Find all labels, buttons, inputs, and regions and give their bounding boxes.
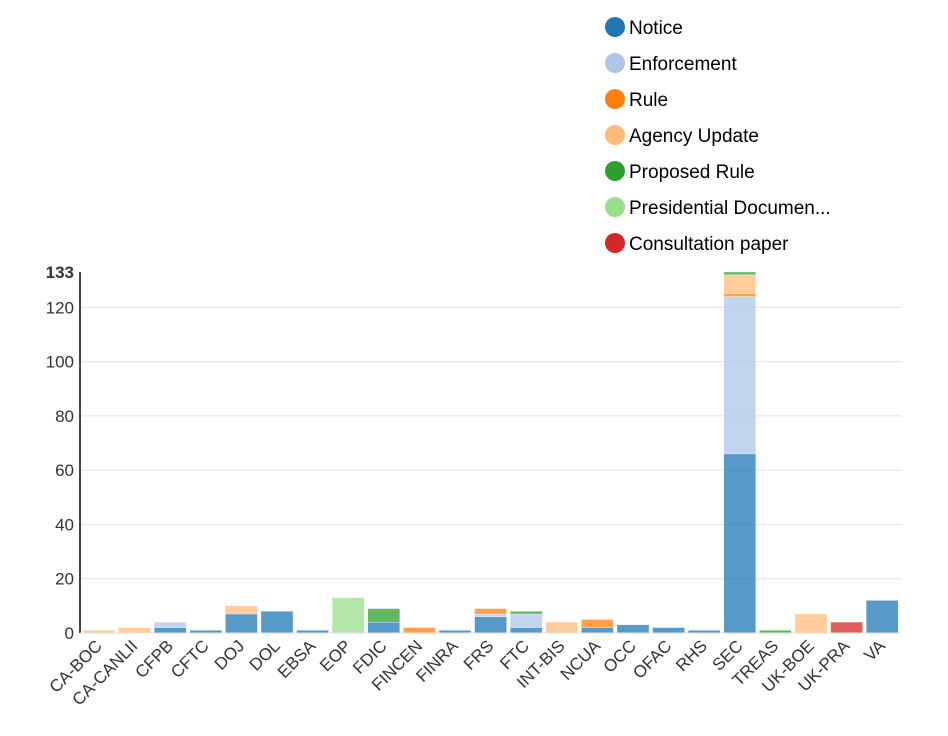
x-tick-label: EBSA <box>274 636 320 682</box>
bar-segment-ca-canlii-agency-update[interactable] <box>118 627 151 634</box>
bar-segment-va-notice[interactable] <box>865 600 899 634</box>
legend-label: Enforcement <box>629 54 737 75</box>
bar-segment-sec-enforcement[interactable] <box>723 296 757 455</box>
legend-swatch-icon <box>605 17 625 37</box>
y-tick-label: 40 <box>55 515 74 534</box>
x-tick-label: VA <box>860 636 889 665</box>
bar-segment-doj-notice[interactable] <box>225 613 258 634</box>
bar-segment-frs-notice[interactable] <box>474 616 507 634</box>
x-tick-label: RHS <box>672 636 711 675</box>
y-tick-label: 80 <box>55 407 74 426</box>
y-tick-label: 20 <box>55 570 74 589</box>
bar-segment-ftc-proposed-rule[interactable] <box>509 611 543 615</box>
x-tick-label: DOJ <box>211 636 248 673</box>
y-tick-label: 0 <box>65 624 74 643</box>
x-tick-label: FRS <box>460 636 497 673</box>
legend-label: Agency Update <box>629 126 759 147</box>
x-tick-label: EOP <box>316 636 355 675</box>
legend-swatch-icon <box>605 125 625 145</box>
bar-segment-fdic-proposed-rule[interactable] <box>367 608 401 623</box>
bar-segment-fincen-rule[interactable] <box>403 627 436 634</box>
bar-segment-doj-agency-update[interactable] <box>225 605 258 615</box>
legend-label: Consultation paper <box>629 234 789 255</box>
legend-label: Rule <box>629 90 668 111</box>
x-axis: CA-BOCCA-CANLIICFPBCFTCDOJDOLEBSAEOPFDIC… <box>46 636 890 709</box>
bar-segment-cfpb-enforcement[interactable] <box>153 621 187 628</box>
y-axis: 0 20 40 60 80 100 120 133 <box>46 263 902 643</box>
bar-segment-sec-proposed-rule[interactable] <box>723 271 757 275</box>
x-tick-label: CFTC <box>167 636 212 681</box>
legend-item[interactable]: Presidential Documen... <box>605 197 831 219</box>
bar-segment-int-bis-agency-update[interactable] <box>545 621 579 634</box>
legend-label: Notice <box>629 18 683 39</box>
bar-segment-occ-notice[interactable] <box>616 624 650 634</box>
legend-swatch-icon <box>605 197 625 217</box>
legend-swatch-icon <box>605 161 625 181</box>
bar-segment-uk-boe-agency-update[interactable] <box>794 613 828 634</box>
y-tick-label: 120 <box>46 298 74 317</box>
y-tick-label: 60 <box>55 461 74 480</box>
bar-segment-ncua-notice[interactable] <box>581 627 614 634</box>
legend-swatch-icon <box>605 89 625 109</box>
legend-item[interactable]: Proposed Rule <box>605 161 755 183</box>
legend-label: Proposed Rule <box>629 162 755 183</box>
legend: Notice Enforcement Rule Agency Update Propos… <box>605 17 831 255</box>
legend-swatch-icon <box>605 233 625 253</box>
bar-segment-dol-notice[interactable] <box>260 611 294 634</box>
legend-item[interactable]: Enforcement <box>605 53 737 75</box>
bar-segment-cfpb-notice[interactable] <box>153 627 187 634</box>
legend-item[interactable]: Consultation paper <box>605 233 789 255</box>
x-tick-label: CFPB <box>132 636 177 681</box>
bar-segment-ofac-notice[interactable] <box>652 627 685 634</box>
x-tick-label: NCUA <box>557 636 605 684</box>
bar-segment-fdic-notice[interactable] <box>367 621 401 634</box>
gridlines <box>80 306 902 580</box>
legend-swatch-icon <box>605 53 625 73</box>
legend-item[interactable]: Rule <box>605 89 668 111</box>
bar-segment-frs-enforcement[interactable] <box>474 613 507 617</box>
y-max-label: 133 <box>46 263 74 282</box>
bars <box>82 271 899 634</box>
y-tick-label: 100 <box>46 353 74 372</box>
bar-segment-uk-pra-consultation-paper[interactable] <box>830 621 863 634</box>
bar-segment-sec-notice[interactable] <box>723 453 757 634</box>
legend-item[interactable]: Notice <box>605 17 683 39</box>
legend-label: Presidential Documen... <box>629 198 831 219</box>
bar-segment-ftc-notice[interactable] <box>509 627 543 634</box>
bar-segment-eop-presidential-documen-[interactable] <box>331 597 365 634</box>
bar-segment-frs-rule[interactable] <box>474 608 507 615</box>
bar-segment-ncua-rule[interactable] <box>581 619 614 628</box>
bar-segment-sec-agency-update[interactable] <box>723 274 757 294</box>
bar-segment-ftc-enforcement[interactable] <box>509 613 543 628</box>
x-tick-label: OFAC <box>629 636 675 682</box>
legend-item[interactable]: Agency Update <box>605 125 759 147</box>
bar-segment-sec-rule[interactable] <box>723 293 757 297</box>
